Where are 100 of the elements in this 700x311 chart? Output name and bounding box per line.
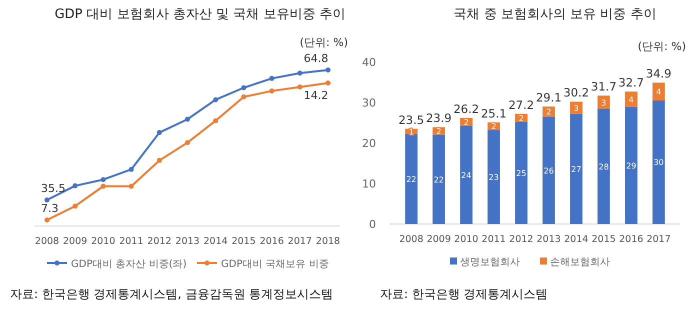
x-tick-label: 2011 xyxy=(119,236,144,247)
x-tick-label: 2015 xyxy=(592,234,616,245)
legend-label: GDP대비 총자산 비중(좌) xyxy=(71,259,187,270)
x-tick-label: 2016 xyxy=(619,234,644,245)
x-tick-label: 2013 xyxy=(536,234,561,245)
x-tick-label: 2014 xyxy=(564,234,588,245)
y-tick-label: 30 xyxy=(362,96,376,110)
point xyxy=(44,198,50,202)
x-tick-label: 2015 xyxy=(232,236,256,247)
point xyxy=(297,84,302,90)
point xyxy=(297,70,302,76)
data-label: 29 xyxy=(626,161,636,170)
total-label: 31.7 xyxy=(590,80,617,94)
total-label: 29.1 xyxy=(536,90,562,105)
data-label: 2 xyxy=(464,118,469,127)
data-label: 4 xyxy=(628,95,634,104)
data-label: 22 xyxy=(406,174,416,184)
point xyxy=(100,184,106,189)
data-label: 28 xyxy=(598,162,609,172)
point xyxy=(213,118,218,124)
chart-title: 국채 중 보험회사의 보유 비중 추이 xyxy=(454,7,656,22)
legend-label: 생명보험회사 xyxy=(460,257,520,268)
bar xyxy=(460,126,472,224)
x-tick-label: 2012 xyxy=(147,236,172,247)
data-label: 2 xyxy=(436,127,442,136)
point xyxy=(326,80,330,86)
bar xyxy=(432,134,445,224)
total-label: 26.2 xyxy=(453,102,480,116)
point xyxy=(156,130,162,136)
total-label: 25.1 xyxy=(480,106,507,120)
bar xyxy=(570,114,582,224)
data-label: 27 xyxy=(571,164,582,174)
total-label: 27.2 xyxy=(508,98,534,112)
x-tick-label: 2008 xyxy=(399,234,424,245)
total-label: 23.5 xyxy=(398,112,424,127)
y-tick-label: 10 xyxy=(362,178,376,190)
total-label: 34.9 xyxy=(646,66,672,81)
x-tick-label: 2016 xyxy=(260,236,284,247)
point xyxy=(241,94,246,100)
legend-label: 손해보험회사 xyxy=(550,257,610,268)
point xyxy=(185,140,190,146)
data-label: 2 xyxy=(491,122,496,132)
data-label: 2 xyxy=(518,114,524,123)
x-tick-label: 2017 xyxy=(646,234,671,245)
data-label: 2 xyxy=(546,108,552,117)
text: 자료: 한국은행 경제통계시스템, 금융감독원 통계정보시스템 xyxy=(10,287,334,301)
point xyxy=(128,166,134,172)
total-label: 32.7 xyxy=(618,76,644,90)
x-tick-label: 2010 xyxy=(91,236,116,247)
bar xyxy=(488,130,500,224)
data-label: 23 xyxy=(488,173,499,182)
x-tick-label: 2017 xyxy=(288,236,312,247)
data-label: 22 xyxy=(434,175,444,184)
data-label: 25 xyxy=(516,168,526,178)
point xyxy=(156,158,162,163)
x-tick-label: 2018 xyxy=(316,236,340,247)
point xyxy=(72,183,78,188)
text: 자료: 한국은행 경제통계시스템 xyxy=(380,287,548,301)
point xyxy=(213,97,218,102)
y-tick-label: 0 xyxy=(369,218,376,231)
data-label: 4 xyxy=(656,88,662,97)
data-label: 3 xyxy=(574,104,579,113)
bar xyxy=(405,134,418,224)
point xyxy=(269,88,274,94)
x-tick-label: 2010 xyxy=(454,234,478,245)
data-label: 3 xyxy=(601,98,606,108)
x-tick-label: 2009 xyxy=(63,236,88,247)
total-label: 23.9 xyxy=(426,111,452,126)
bar xyxy=(598,108,610,224)
x-tick-label: 2012 xyxy=(509,234,534,245)
data-label: 24 xyxy=(461,170,472,180)
point xyxy=(269,76,274,81)
total-label: 30.2 xyxy=(563,86,590,100)
data-label: 1 xyxy=(408,127,414,136)
bar xyxy=(515,122,528,224)
x-tick-label: 2014 xyxy=(204,236,228,247)
data-label: 30 xyxy=(654,158,664,168)
chart-title: GDP 대비 보험회사 총자산 및 국채 보유비중 추이 xyxy=(54,7,346,22)
point xyxy=(100,177,106,182)
text: (단위: %) xyxy=(638,40,686,53)
point xyxy=(185,116,190,122)
text: (단위: %) xyxy=(300,36,348,49)
data-label: 14.2 xyxy=(304,89,328,102)
point xyxy=(128,184,134,189)
bar xyxy=(542,116,555,224)
x-tick-label: 2011 xyxy=(482,234,506,245)
legend-label: GDP대비 국채보유 비중 xyxy=(221,259,329,270)
bar xyxy=(625,106,638,224)
point xyxy=(241,85,246,90)
data-label: 35.5 xyxy=(41,182,66,195)
y-tick-label: 20 xyxy=(362,137,376,150)
data-label: 7.3 xyxy=(41,202,58,215)
y-tick-label: 40 xyxy=(362,56,376,69)
x-tick-label: 2008 xyxy=(34,236,60,247)
data-label: 64.8 xyxy=(304,52,328,65)
x-tick-label: 2009 xyxy=(426,234,451,245)
x-tick-label: 2013 xyxy=(175,236,200,247)
bar xyxy=(652,100,665,224)
point xyxy=(326,68,330,72)
data-label: 26 xyxy=(544,166,554,176)
